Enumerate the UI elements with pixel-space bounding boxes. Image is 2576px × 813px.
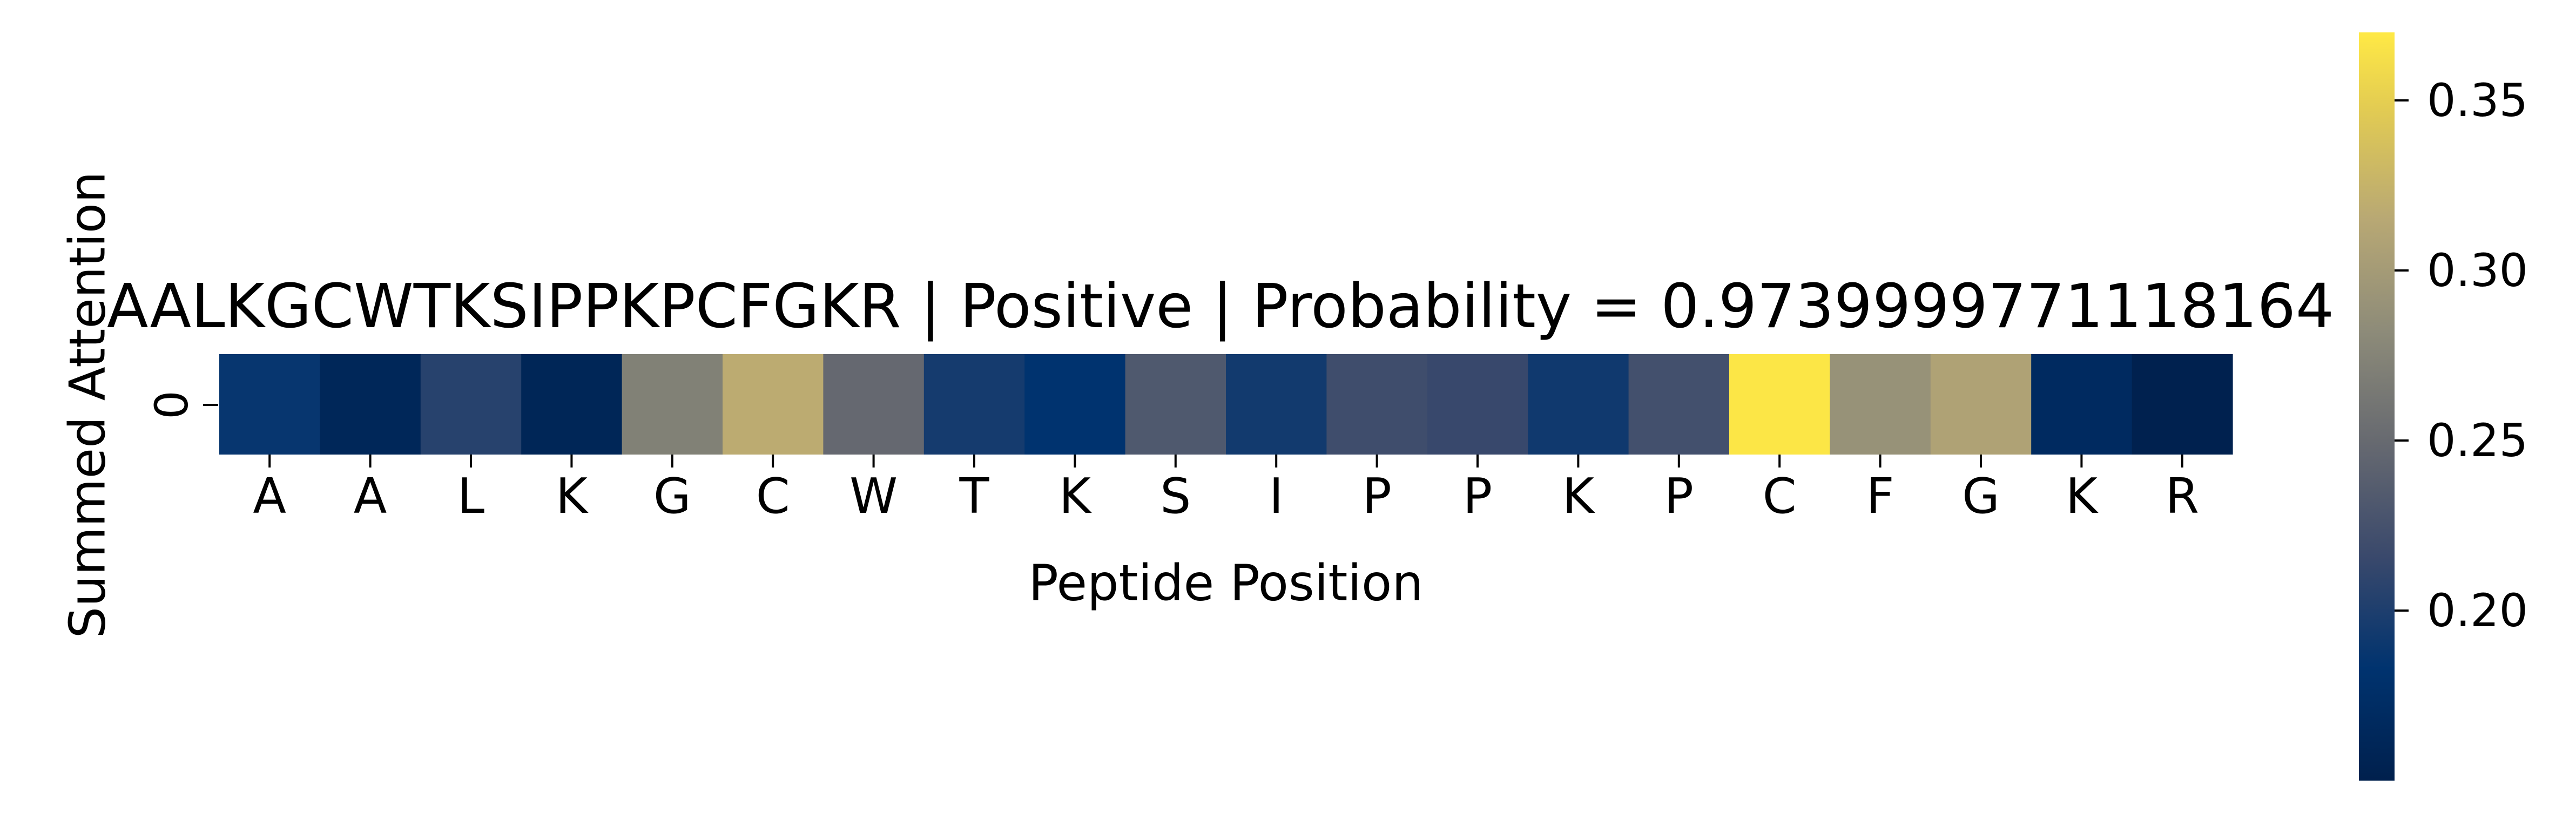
heatmap-cell — [2132, 354, 2233, 455]
x-axis-label: Peptide Position — [1028, 554, 1423, 612]
heatmap-cell — [1830, 354, 1931, 455]
heatmap-cell — [723, 354, 824, 455]
x-tick-label: S — [1160, 468, 1191, 525]
heatmap-cell — [2031, 354, 2133, 455]
x-tick-label: G — [1962, 468, 2000, 525]
x-tick-marks — [268, 455, 2183, 468]
heatmap-cell — [923, 354, 1025, 455]
colorbar-tick-label: 0.25 — [2427, 414, 2528, 467]
x-tick-label: P — [1362, 468, 1391, 525]
x-tick-label: P — [1463, 468, 1492, 525]
x-tick-label: C — [756, 468, 790, 525]
x-tick-label: K — [1059, 468, 1092, 525]
x-tick-label: C — [1763, 468, 1797, 525]
colorbar-tick-label: 0.20 — [2427, 584, 2528, 637]
heatmap-cell — [420, 354, 522, 455]
y-axis-label: Summed Attention — [59, 172, 117, 639]
x-tick-label: K — [1562, 468, 1595, 525]
heatmap-cell — [622, 354, 723, 455]
heatmap-cell — [1427, 354, 1528, 455]
x-tick-label: K — [2066, 468, 2099, 525]
heatmap-cell — [521, 354, 623, 455]
heatmap-cell — [1628, 354, 1730, 455]
chart-title: AALKGCWTKSIPPKPCFGKR | Positive | Probab… — [107, 272, 2334, 342]
x-tick-label: I — [1269, 468, 1284, 525]
x-tick-label: G — [653, 468, 691, 525]
heatmap-cell — [1226, 354, 1327, 455]
heatmap-cell — [219, 354, 320, 455]
y-tick-label: 0 — [145, 390, 198, 419]
x-tick-label: F — [1866, 468, 1894, 525]
x-tick-label: L — [457, 468, 484, 525]
heatmap-cell — [1729, 354, 1830, 455]
colorbar-tick-label: 0.30 — [2427, 244, 2528, 297]
colorbar-tick-label: 0.35 — [2427, 74, 2528, 127]
colorbar-ticks: 0.20 0.25 0.30 0.35 — [2395, 74, 2528, 637]
colorbar — [2359, 32, 2395, 781]
x-tick-label: R — [2166, 468, 2200, 525]
x-tick-label: T — [959, 468, 990, 525]
heatmap-cell — [1125, 354, 1226, 455]
heatmap-cell — [1024, 354, 1126, 455]
x-tick-label: W — [849, 468, 898, 525]
heatmap-cells — [219, 354, 2233, 455]
x-tick-label: K — [556, 468, 589, 525]
heatmap-cell — [320, 354, 421, 455]
x-tick-label: P — [1664, 468, 1694, 525]
x-tick-label: A — [253, 468, 286, 525]
heatmap-cell — [823, 354, 925, 455]
heatmap-cell — [1528, 354, 1629, 455]
heatmap-cell — [1326, 354, 1428, 455]
heatmap-cell — [1930, 354, 2032, 455]
x-tick-label: A — [354, 468, 387, 525]
